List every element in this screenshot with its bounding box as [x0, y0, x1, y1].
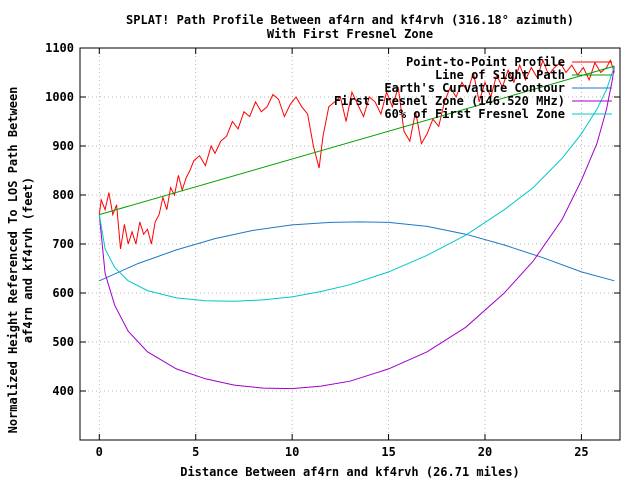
fresnel-60-line	[98, 65, 615, 302]
y-tick-label: 800	[52, 188, 74, 202]
x-tick-label: 20	[478, 445, 492, 459]
x-tick-label: 25	[574, 445, 588, 459]
axis-ticks: 0 5 10 15 20 25 400 500 600 700 800 900 1000 1100	[45, 41, 620, 459]
chart-title: SPLAT! Path Profile Between af4rn and kf…	[126, 13, 574, 27]
x-tick-label: 5	[192, 445, 199, 459]
y-axis-label-line2: af4rn and kf4rvh (feet)	[21, 177, 35, 343]
profile-line	[98, 58, 615, 249]
y-tick-label: 700	[52, 237, 74, 251]
earth-curvature-line	[99, 221, 615, 282]
x-tick-label: 10	[285, 445, 299, 459]
line-of-sight-line	[99, 65, 615, 216]
y-tick-label: 900	[52, 139, 74, 153]
x-tick-label: 0	[96, 445, 103, 459]
plot-frame	[79, 47, 621, 441]
legend-label: 60% of First Fresnel Zone	[384, 107, 565, 121]
y-tick-label: 400	[52, 384, 74, 398]
chart-subtitle: With First Fresnel Zone	[267, 27, 433, 41]
y-tick-label: 1000	[45, 90, 74, 104]
x-tick-label: 15	[381, 445, 395, 459]
y-axis-label-line1: Normalized Height Referenced To LOS Path…	[6, 87, 20, 434]
legend-label: Line of Sight Path	[435, 68, 565, 82]
y-tick-label: 500	[52, 335, 74, 349]
y-tick-label: 600	[52, 286, 74, 300]
legend-label: Earth's Curvature Contour	[384, 81, 565, 95]
fresnel-zone-line	[98, 66, 615, 390]
series-layer	[98, 58, 615, 390]
legend-label: Point-to-Point Profile	[406, 55, 565, 69]
y-tick-label: 1100	[45, 41, 74, 55]
legend-label: First Fresnel Zone (146.520 MHz)	[334, 94, 565, 108]
x-axis-label: Distance Between af4rn and kf4rvh (26.71…	[180, 465, 520, 479]
